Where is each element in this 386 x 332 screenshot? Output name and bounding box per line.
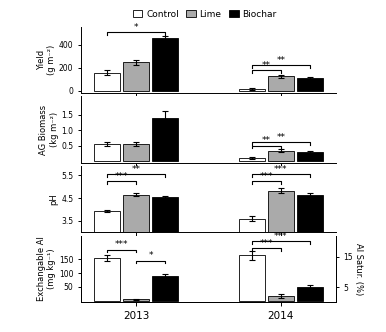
Bar <box>94 210 120 301</box>
Bar <box>297 78 323 91</box>
Text: ***: *** <box>274 232 288 241</box>
Text: *: * <box>148 251 153 260</box>
Text: **: ** <box>262 136 271 145</box>
Text: ***: *** <box>260 172 273 181</box>
Text: **: ** <box>276 56 285 65</box>
Bar <box>239 255 265 301</box>
Y-axis label: Exchangable Al
(mg kg⁻¹): Exchangable Al (mg kg⁻¹) <box>37 236 56 301</box>
Bar <box>268 151 294 161</box>
Bar <box>152 276 178 301</box>
Text: ***: *** <box>274 165 288 174</box>
Bar <box>239 89 265 91</box>
Y-axis label: pH: pH <box>49 193 59 205</box>
Bar <box>297 152 323 161</box>
Bar <box>123 62 149 91</box>
Text: *: * <box>134 23 138 32</box>
Text: ***: *** <box>115 172 128 181</box>
Text: **: ** <box>262 61 271 70</box>
Bar <box>94 144 120 161</box>
Y-axis label: Yield
(g m⁻²): Yield (g m⁻²) <box>37 44 56 75</box>
Text: ***: *** <box>260 239 273 248</box>
Y-axis label: Al Satur. (%): Al Satur. (%) <box>354 243 363 295</box>
Bar <box>152 197 178 301</box>
Bar <box>152 118 178 161</box>
Bar <box>297 287 323 301</box>
Text: **: ** <box>276 133 285 142</box>
Bar <box>123 144 149 161</box>
Bar <box>94 258 120 301</box>
Bar <box>268 296 294 301</box>
Bar <box>94 73 120 91</box>
Text: ***: *** <box>115 240 128 249</box>
Legend: Control, Lime, Biochar: Control, Lime, Biochar <box>129 6 280 22</box>
Text: **: ** <box>132 165 141 174</box>
Bar <box>123 299 149 301</box>
Y-axis label: AG Biomass
(kg m⁻²): AG Biomass (kg m⁻²) <box>39 105 59 154</box>
Bar <box>297 195 323 301</box>
Bar <box>239 158 265 161</box>
Bar <box>123 195 149 301</box>
Bar <box>152 38 178 91</box>
Bar <box>239 219 265 301</box>
Bar <box>268 76 294 91</box>
Bar <box>268 191 294 301</box>
